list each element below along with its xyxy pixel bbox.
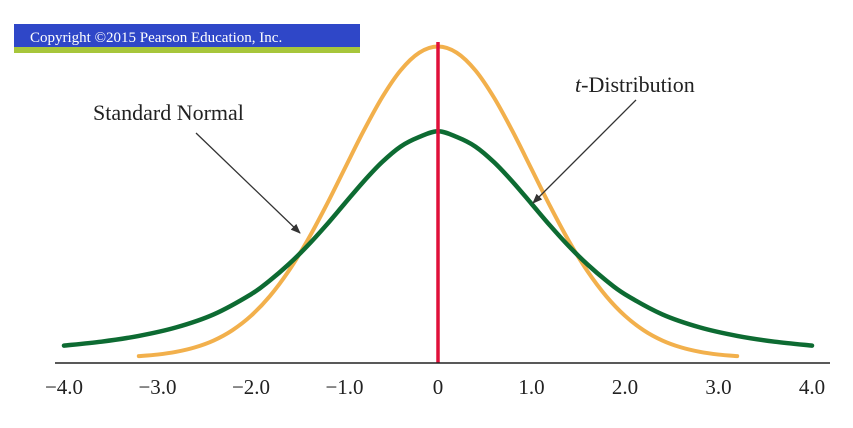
annotation-standard-normal-label: Standard Normal bbox=[93, 100, 244, 125]
x-tick-label: −2.0 bbox=[232, 375, 270, 399]
annotation-t-distribution-label: t-Distribution bbox=[575, 72, 695, 97]
x-tick-label: −1.0 bbox=[325, 375, 363, 399]
t-label-rest: -Distribution bbox=[581, 72, 695, 97]
x-tick-label: 3.0 bbox=[705, 375, 731, 399]
x-tick-label: 2.0 bbox=[612, 375, 638, 399]
x-tick-label: 0 bbox=[433, 375, 444, 399]
ticks-layer: −4.0 −3.0 −2.0 −1.0 0 1.0 2.0 3.0 4.0 bbox=[45, 375, 825, 399]
annotation-t-distribution-arrow bbox=[532, 99, 637, 204]
x-tick-label: −3.0 bbox=[138, 375, 176, 399]
copyright-banner: Copyright ©2015 Pearson Education, Inc. bbox=[14, 24, 360, 53]
x-tick-label: 1.0 bbox=[518, 375, 544, 399]
annotation-standard-normal-arrow bbox=[195, 132, 301, 234]
x-tick-label: −4.0 bbox=[45, 375, 83, 399]
t-label-italic-t: t bbox=[575, 72, 582, 97]
x-tick-label: 4.0 bbox=[799, 375, 825, 399]
